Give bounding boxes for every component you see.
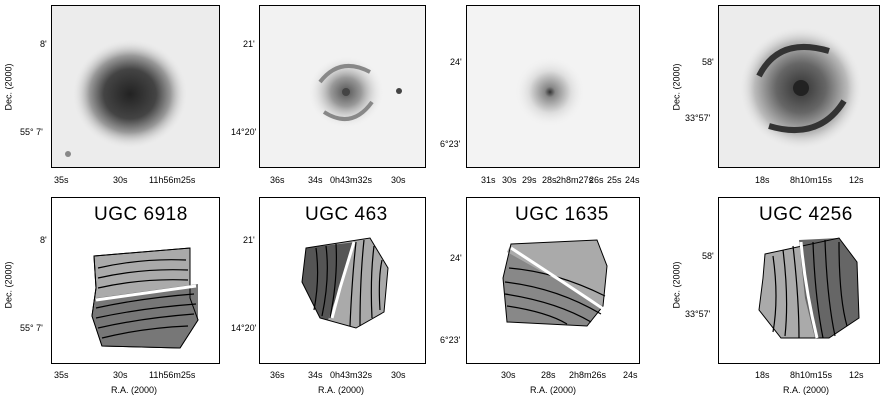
galaxy-name-ugc1635: UGC 1635 (515, 204, 609, 225)
ytick-bot-1b: 55° 7' (20, 323, 43, 333)
xtick-bot-3a: 30s (501, 370, 516, 380)
xtick-bot-2d: 30s (391, 370, 406, 380)
ytick-top-2b: 14°20' (231, 127, 257, 137)
image-panel-ugc4256 (718, 5, 880, 168)
galaxy-name-ugc4256: UGC 4256 (759, 204, 853, 225)
velfield-panel-ugc1635: UGC 1635 (466, 197, 640, 364)
xlabel-bot-3: R.A. (2000) (530, 385, 577, 395)
xtick-bot-4c: 12s (849, 370, 864, 380)
ytick-bot-3b: 6°23' (440, 335, 461, 345)
xtick-top-4c: 12s (849, 175, 864, 185)
xtick-top-2d: 30s (391, 175, 406, 185)
galaxy-name-ugc463: UGC 463 (305, 204, 388, 225)
xtick-top-4b: 8h10m15s (790, 175, 833, 185)
galaxy-name-ugc6918: UGC 6918 (94, 204, 188, 225)
ytick-top-4b: 33°57' (685, 113, 711, 123)
image-panel-ugc1635 (466, 5, 640, 168)
ytick-top-3b: 6°23' (440, 139, 461, 149)
ytick-bot-3a: 24' (450, 253, 462, 263)
ytick-top-4a: 58' (702, 57, 714, 67)
xtick-bot-3d: 24s (623, 370, 638, 380)
xtick-bot-1a: 35s (54, 370, 69, 380)
xtick-top-2b: 34s (308, 175, 323, 185)
xlabel-bot-4: R.A. (2000) (783, 385, 830, 395)
xtick-top-2c: 0h43m32s (330, 175, 373, 185)
ylabel-top-1: Dec. (2000) (3, 63, 14, 111)
xtick-bot-1c: 11h56m25s (149, 370, 196, 380)
ylabel-top-4: Dec. (2000) (671, 63, 682, 111)
xtick-top-3c: 29s (522, 175, 537, 185)
ylabel-bot-1: Dec. (2000) (3, 261, 14, 309)
xtick-bot-2c: 0h43m32s (330, 370, 373, 380)
xtick-top-3e: 2h8m27s (556, 175, 594, 185)
xlabel-bot-1: R.A. (2000) (111, 385, 158, 395)
xtick-top-2a: 36s (270, 175, 285, 185)
xtick-top-3f: 26s (589, 175, 604, 185)
velfield-panel-ugc463: UGC 463 (259, 197, 426, 364)
ytick-top-2a: 21' (243, 39, 255, 49)
ytick-top-3a: 24' (450, 57, 462, 67)
ytick-bot-4a: 58' (702, 251, 714, 261)
ytick-bot-2b: 14°20' (231, 323, 257, 333)
xtick-top-1b: 30s (113, 175, 128, 185)
galaxy-image-ugc1635 (467, 6, 639, 167)
ytick-top-1b: 55° 7' (20, 127, 43, 137)
image-panel-ugc463 (259, 5, 426, 168)
xtick-top-3g: 25s (607, 175, 622, 185)
xlabel-bot-2: R.A. (2000) (318, 385, 365, 395)
xtick-top-1a: 35s (54, 175, 69, 185)
velocity-map-ugc463 (301, 237, 389, 329)
image-panel-ugc6918 (51, 5, 220, 168)
velocity-map-ugc6918 (91, 247, 199, 349)
xtick-top-3d: 28s (542, 175, 557, 185)
xtick-bot-4b: 8h10m15s (790, 370, 833, 380)
xtick-top-3b: 30s (502, 175, 517, 185)
ytick-bot-2a: 21' (243, 235, 255, 245)
ytick-bot-1a: 8' (40, 235, 47, 245)
ytick-bot-4b: 33°57' (685, 309, 711, 319)
velfield-panel-ugc4256: UGC 4256 (718, 197, 880, 364)
galaxy-image-ugc4256 (719, 6, 879, 167)
xtick-top-3h: 24s (625, 175, 640, 185)
xtick-top-3a: 31s (481, 175, 496, 185)
velocity-map-ugc4256 (758, 237, 860, 339)
xtick-top-1c: 11h56m25s (149, 175, 196, 185)
galaxy-image-ugc463 (260, 6, 425, 167)
ytick-top-1a: 8' (40, 39, 47, 49)
xtick-top-4a: 18s (755, 175, 770, 185)
xtick-bot-3b: 28s (541, 370, 556, 380)
velocity-map-ugc1635 (502, 239, 608, 327)
galaxy-image-ugc6918 (52, 6, 219, 167)
velfield-panel-ugc6918: UGC 6918 (51, 197, 220, 364)
xtick-bot-1b: 30s (113, 370, 128, 380)
xtick-bot-2a: 36s (270, 370, 285, 380)
xtick-bot-4a: 18s (755, 370, 770, 380)
xtick-bot-2b: 34s (308, 370, 323, 380)
ylabel-bot-4: Dec. (2000) (671, 261, 682, 309)
xtick-bot-3c: 2h8m26s (569, 370, 607, 380)
